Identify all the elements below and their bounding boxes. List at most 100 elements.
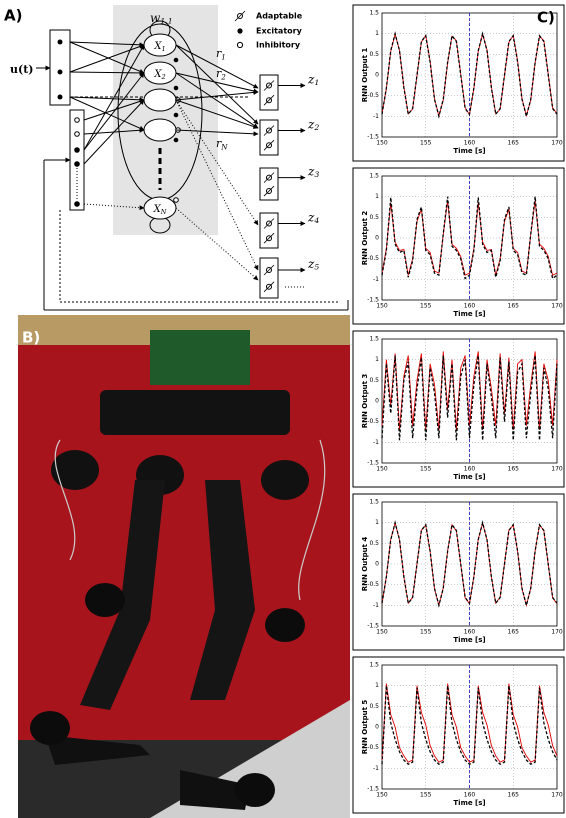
x-tick-label: 165 xyxy=(508,140,520,147)
figure: A)w1,1AdaptableExcitatoryInhibitoryu(t)X… xyxy=(0,0,566,818)
x-tick-label: 160 xyxy=(464,792,476,799)
feedback-node xyxy=(75,132,80,137)
x-tick-label: 165 xyxy=(508,792,520,799)
robot-motor xyxy=(265,608,305,642)
y-tick-label: 0.5 xyxy=(369,540,379,547)
rate-label: r1 xyxy=(216,47,226,61)
x-tick-label: 165 xyxy=(508,303,520,310)
x-tick-label: 170 xyxy=(551,629,563,636)
x-tick-label: 155 xyxy=(420,629,432,636)
y-tick-label: 0.5 xyxy=(369,377,379,384)
x-tick-label: 150 xyxy=(376,303,388,310)
y-axis-label: RNN Output 3 xyxy=(361,374,369,429)
feedback-node xyxy=(75,118,80,123)
rate-label-sub: N xyxy=(220,142,228,151)
readout-box xyxy=(260,258,278,298)
y-tick-label: 0 xyxy=(375,561,379,568)
rate-label: r2 xyxy=(216,67,226,81)
legend-entry: Inhibitory xyxy=(256,41,301,50)
x-axis-label: Time [s] xyxy=(453,799,485,807)
y-tick-label: 1 xyxy=(375,356,379,363)
y-tick-label: 1.5 xyxy=(369,662,379,669)
y-axis-label: RNN Output 2 xyxy=(361,211,369,266)
y-tick-label: -0.5 xyxy=(367,581,379,588)
output-label: z3 xyxy=(307,164,319,179)
y-tick-label: -1 xyxy=(373,439,379,446)
robot-motor xyxy=(235,773,275,807)
x-tick-label: 160 xyxy=(464,466,476,473)
robot-motor xyxy=(85,583,125,617)
robot-board xyxy=(150,330,250,385)
x-axis-label: Time [s] xyxy=(453,310,485,318)
panel-label: B) xyxy=(22,329,40,347)
robot-hip xyxy=(100,390,290,435)
robot-motor xyxy=(261,460,309,500)
y-tick-label: -0.5 xyxy=(367,744,379,751)
input-label: u(t) xyxy=(10,63,34,76)
x-axis-label: Time [s] xyxy=(453,636,485,644)
x-axis-label: Time [s] xyxy=(453,473,485,481)
x-tick-label: 160 xyxy=(464,140,476,147)
x-tick-label: 150 xyxy=(376,466,388,473)
feedback-node xyxy=(75,202,80,207)
synapse xyxy=(174,58,179,63)
x-tick-label: 170 xyxy=(551,140,563,147)
input-node xyxy=(58,40,63,45)
output-label: z5 xyxy=(307,257,319,272)
output-label-sub: 4 xyxy=(313,216,319,225)
output-label: z2 xyxy=(307,117,319,132)
output-label-sub: 3 xyxy=(314,170,319,179)
x-tick-label: 165 xyxy=(508,466,520,473)
y-tick-label: 1.5 xyxy=(369,499,379,506)
neuron xyxy=(144,119,176,141)
feedback-node xyxy=(75,162,80,167)
x-tick-label: 150 xyxy=(376,792,388,799)
y-tick-label: 0.5 xyxy=(369,703,379,710)
y-tick-label: 1 xyxy=(375,682,379,689)
y-axis-label: RNN Output 1 xyxy=(361,48,369,103)
y-tick-label: -0.5 xyxy=(367,92,379,99)
y-tick-label: -1 xyxy=(373,113,379,120)
x-tick-label: 155 xyxy=(420,466,432,473)
y-tick-label: -1 xyxy=(373,602,379,609)
excitatory-icon xyxy=(237,28,242,33)
y-tick-label: 0 xyxy=(375,398,379,405)
y-tick-label: 1 xyxy=(375,519,379,526)
robot-motor xyxy=(30,711,70,745)
x-tick-label: 170 xyxy=(551,303,563,310)
rate-label-sub: 2 xyxy=(220,72,226,81)
panel-label: A) xyxy=(4,7,22,25)
readout-box xyxy=(260,75,278,110)
panel-label: C) xyxy=(537,9,555,27)
x-axis-label: Time [s] xyxy=(453,147,485,155)
legend-entry: Adaptable xyxy=(256,12,303,21)
x-tick-label: 160 xyxy=(464,303,476,310)
synapse xyxy=(174,138,179,143)
synapse xyxy=(174,198,179,203)
neuron-label-sub: 1 xyxy=(161,45,165,53)
x-tick-label: 165 xyxy=(508,629,520,636)
inhibitory-icon xyxy=(237,42,242,47)
y-tick-label: 0 xyxy=(375,72,379,79)
legend-entry: Excitatory xyxy=(256,27,303,36)
y-axis-label: RNN Output 4 xyxy=(361,537,369,592)
y-axis-label: RNN Output 5 xyxy=(361,700,369,755)
feedback-node xyxy=(75,148,80,153)
x-tick-label: 170 xyxy=(551,792,563,799)
output-label: z4 xyxy=(307,210,319,225)
robot-motor xyxy=(51,450,99,490)
x-tick-label: 150 xyxy=(376,629,388,636)
chart-frame xyxy=(353,168,564,324)
y-tick-label: 1 xyxy=(375,30,379,37)
x-tick-label: 160 xyxy=(464,629,476,636)
output-label-sub: 2 xyxy=(313,123,319,132)
x-tick-label: 170 xyxy=(551,466,563,473)
y-tick-label: 0.5 xyxy=(369,51,379,58)
input-node xyxy=(58,70,63,75)
y-tick-label: 1.5 xyxy=(369,10,379,17)
x-tick-label: 150 xyxy=(376,140,388,147)
rate-label-sub: 1 xyxy=(221,52,226,61)
rate-label: rN xyxy=(216,137,228,151)
output-label: z1 xyxy=(307,72,319,87)
neuron-label-sub: N xyxy=(160,208,167,216)
